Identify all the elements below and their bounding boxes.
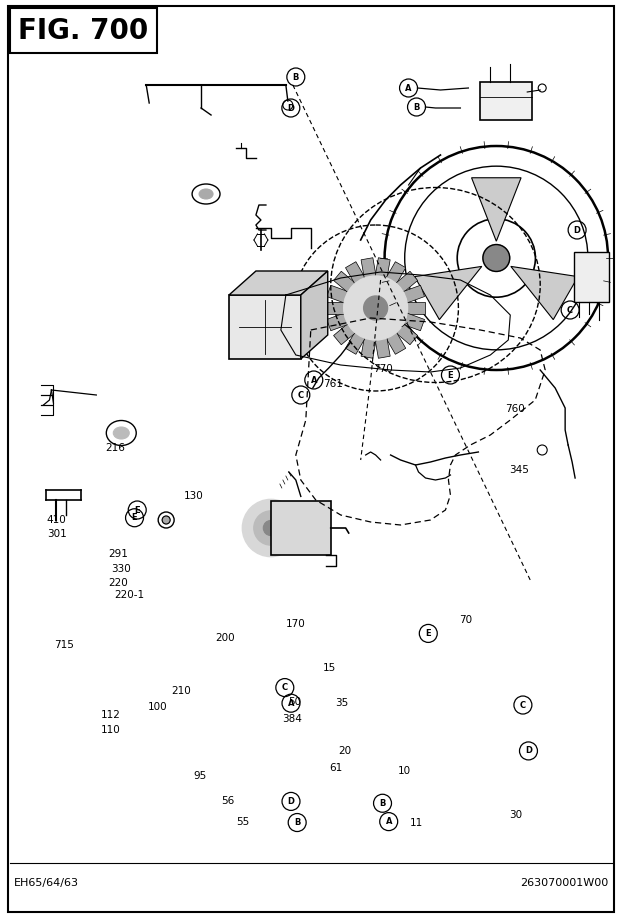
Text: B: B [379,799,386,808]
Text: 200: 200 [215,633,234,643]
Text: 30: 30 [508,811,522,820]
Text: 15: 15 [323,664,337,673]
Polygon shape [375,258,390,279]
Polygon shape [334,323,356,345]
Text: 330: 330 [112,565,131,574]
Text: EH65/64/63: EH65/64/63 [14,878,79,888]
Polygon shape [334,271,356,294]
Text: 61: 61 [329,764,343,773]
Polygon shape [326,302,346,314]
Polygon shape [405,302,425,314]
Text: C: C [281,683,288,692]
Circle shape [162,516,170,524]
Text: A: A [288,699,294,708]
Bar [480,82,532,120]
Polygon shape [402,285,425,303]
Text: 55: 55 [237,817,250,826]
Polygon shape [415,266,482,319]
Text: 410: 410 [46,515,66,524]
Text: D: D [287,104,294,113]
Polygon shape [395,271,418,294]
Text: 70: 70 [459,615,472,624]
Polygon shape [361,258,376,279]
Text: 20: 20 [339,746,352,756]
Text: 130: 130 [184,491,204,500]
Text: E: E [131,513,138,522]
Text: A: A [386,817,392,826]
Text: 210: 210 [172,687,192,696]
Text: 220: 220 [108,578,128,588]
Ellipse shape [254,511,288,545]
Text: E: E [135,506,140,514]
Text: 384: 384 [281,714,301,723]
Polygon shape [386,331,405,354]
Polygon shape [361,337,376,358]
Text: 11: 11 [410,818,423,827]
Circle shape [483,244,510,272]
Text: 50: 50 [288,698,301,707]
Text: 263070001W00: 263070001W00 [520,878,608,888]
Bar [229,295,301,359]
Text: B: B [414,103,420,111]
Text: 760: 760 [505,404,525,413]
Text: 100: 100 [148,702,167,711]
Text: 95: 95 [193,771,206,780]
Bar [271,501,330,554]
Polygon shape [395,323,418,345]
Text: C: C [298,390,304,399]
Text: 345: 345 [508,465,529,475]
Polygon shape [345,331,366,354]
Text: 35: 35 [335,699,349,708]
Polygon shape [511,266,578,319]
Text: A: A [311,375,317,385]
Bar [9,8,157,53]
Text: D: D [525,746,532,756]
Text: 10: 10 [397,767,410,776]
Text: B: B [294,818,300,827]
Text: 56: 56 [221,797,234,806]
Text: 301: 301 [46,530,66,539]
Text: 220-1: 220-1 [114,590,144,599]
Text: E: E [425,629,431,638]
Polygon shape [472,178,521,241]
Text: 291: 291 [108,550,128,559]
Circle shape [343,276,407,340]
Polygon shape [327,313,350,330]
Polygon shape [345,262,366,285]
Text: D: D [574,226,580,234]
Text: 761: 761 [323,379,343,388]
Text: 112: 112 [101,711,121,720]
Polygon shape [386,262,405,285]
Text: E: E [448,371,453,379]
Text: D: D [288,797,294,806]
Text: 110: 110 [101,725,121,734]
Text: FIG. 700: FIG. 700 [18,17,149,45]
Text: C: C [567,306,573,315]
Polygon shape [229,271,328,295]
Text: B: B [293,73,299,82]
Text: 770: 770 [373,364,392,374]
Text: 216: 216 [105,443,125,453]
Ellipse shape [113,427,129,439]
Polygon shape [301,271,328,359]
Ellipse shape [264,521,278,535]
Text: 715: 715 [54,641,74,650]
Text: A: A [405,84,412,93]
Polygon shape [375,337,390,358]
Text: C: C [520,700,526,710]
Polygon shape [402,313,425,330]
Circle shape [364,296,388,320]
Text: 170: 170 [286,620,306,629]
Bar [574,252,609,302]
Ellipse shape [242,499,299,556]
Ellipse shape [199,189,213,199]
Polygon shape [327,285,350,303]
